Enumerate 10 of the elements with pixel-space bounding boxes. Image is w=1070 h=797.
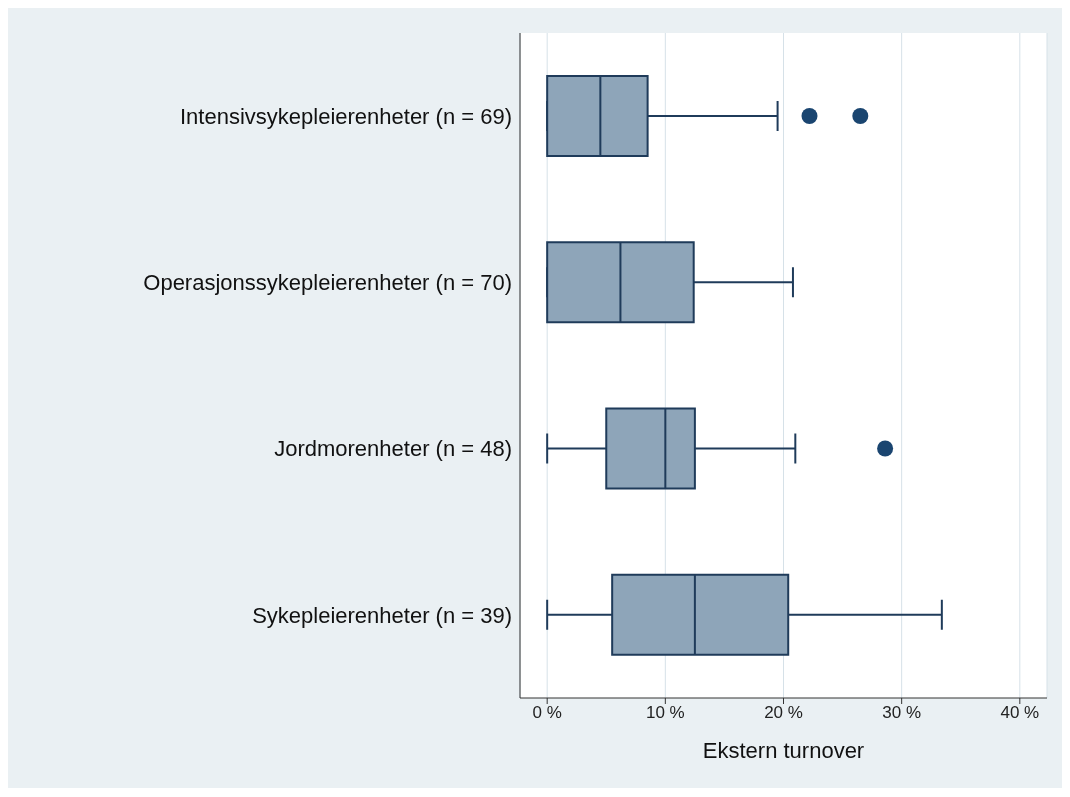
y-tick-label: Jordmorenheter (n = 48) bbox=[274, 436, 512, 462]
x-tick-label: 30 % bbox=[882, 703, 922, 723]
x-tick-label: 20 % bbox=[764, 703, 803, 723]
y-tick-label: Intensivsykepleierenheter (n = 69) bbox=[179, 103, 512, 129]
x-axis-title: Ekstern turnover bbox=[702, 738, 865, 763]
x-tick-label: 40 % bbox=[1000, 703, 1040, 723]
x-tick-label: 10 % bbox=[645, 703, 685, 723]
y-tick-label: Operasjonssykepleierenheter (n = 70) bbox=[143, 270, 512, 296]
y-tick-label: Sykepleierenheter (n = 39) bbox=[252, 602, 512, 628]
x-tick-label: 0 % bbox=[532, 703, 562, 723]
